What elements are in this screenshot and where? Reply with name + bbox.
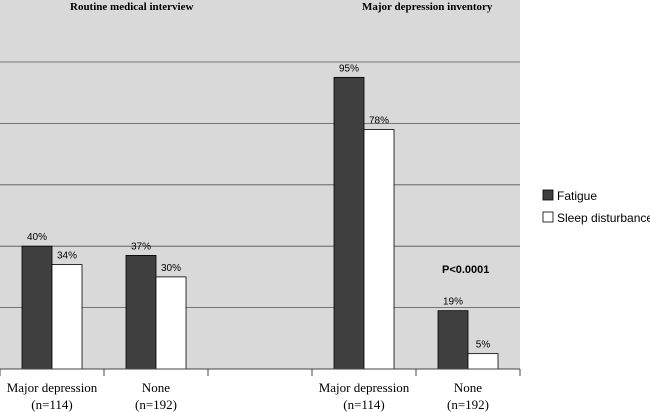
bar-sleep-disturbance xyxy=(155,276,187,370)
bar-sleep-disturbance xyxy=(467,353,499,370)
data-label: 34% xyxy=(57,251,77,262)
panel-title-right: Major depression inventory xyxy=(362,1,493,13)
data-label: 78% xyxy=(369,116,389,127)
data-label: 37% xyxy=(131,241,151,252)
category-sublabel: (n=192) xyxy=(447,397,489,412)
data-labels: 40% 37% 95% 19% 34% 30% 78% 5% xyxy=(27,63,490,350)
category-label: None xyxy=(454,380,482,395)
bar-sleep-disturbance xyxy=(363,129,395,370)
panel-title-left: Routine medical interview xyxy=(70,1,193,13)
bars xyxy=(21,76,499,370)
legend-label-sleep: Sleep disturbance xyxy=(557,211,650,225)
category-sublabel: (n=192) xyxy=(135,397,177,412)
category-label: Major depression xyxy=(319,380,410,395)
bar-sleep-disturbance xyxy=(51,264,83,370)
category-labels: Major depression (n=114) None (n=192) Major … xyxy=(7,380,489,412)
bar-fatigue xyxy=(437,310,469,370)
legend-swatch-fatigue xyxy=(542,189,554,201)
bar-fatigue xyxy=(125,255,157,370)
data-label: 30% xyxy=(161,263,181,274)
legend: Fatigue Sleep disturbance xyxy=(542,189,650,225)
category-sublabel: (n=114) xyxy=(343,397,385,412)
category-sublabel: (n=114) xyxy=(31,397,73,412)
category-label: None xyxy=(142,380,170,395)
data-label: 40% xyxy=(27,232,47,243)
data-label: 5% xyxy=(476,340,491,351)
category-label: Major depression xyxy=(7,380,98,395)
x-axis xyxy=(0,368,521,376)
p-value-annotation: P<0.0001 xyxy=(442,264,489,276)
legend-label-fatigue: Fatigue xyxy=(557,189,597,203)
legend-swatch-sleep xyxy=(542,211,554,223)
bar-fatigue xyxy=(21,245,53,370)
bar-fatigue xyxy=(333,76,365,370)
data-label: 95% xyxy=(339,63,359,74)
data-label: 19% xyxy=(443,297,463,308)
